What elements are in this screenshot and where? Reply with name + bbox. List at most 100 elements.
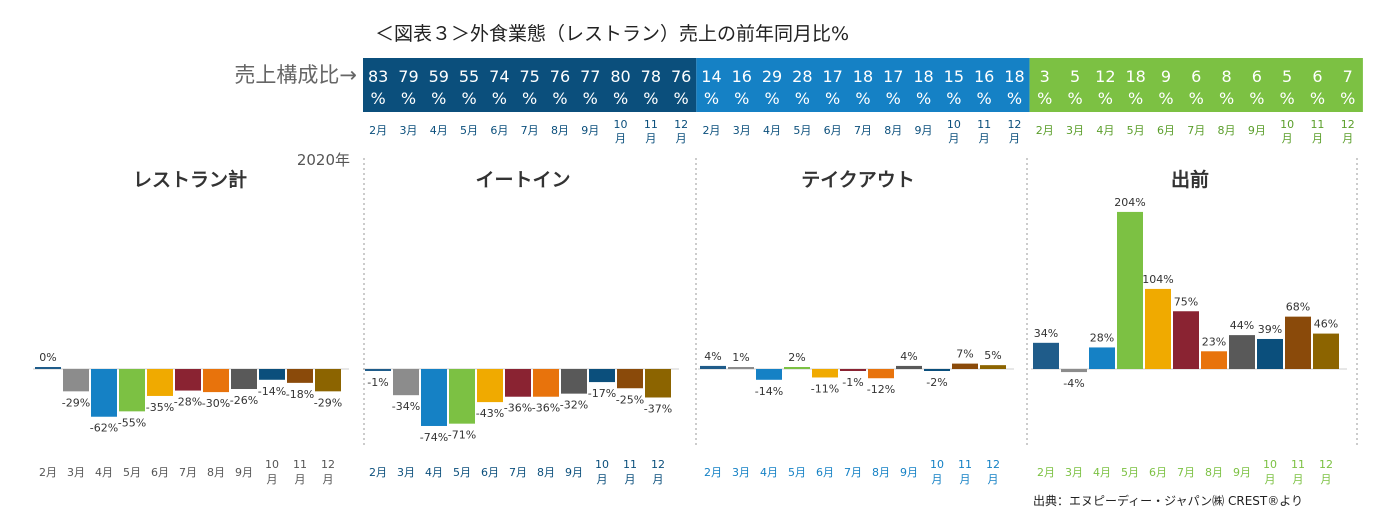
data-label: 75% [1174, 295, 1198, 308]
bar [868, 369, 894, 379]
data-label: -35% [146, 401, 174, 414]
composition-value: 75 [519, 67, 539, 86]
data-label: -30% [202, 397, 230, 410]
x-tick-label: 月 [653, 473, 664, 486]
x-tick-label: 月 [267, 473, 278, 486]
composition-month-label: 5月 [793, 124, 811, 137]
data-label: -55% [118, 416, 146, 429]
composition-value: 16 [974, 67, 994, 86]
data-label: -1% [367, 376, 388, 389]
x-tick-label: 11 [623, 458, 637, 471]
data-label: -71% [448, 429, 476, 442]
x-tick-label: 2月 [369, 466, 387, 479]
x-tick-label: 12 [651, 458, 665, 471]
bar [505, 369, 531, 397]
bar [477, 369, 503, 403]
x-tick-label: 9月 [565, 466, 583, 479]
composition-band-3 [1029, 58, 1363, 112]
composition-month-label: 3月 [399, 124, 417, 137]
x-tick-label: 6月 [151, 466, 169, 479]
panel-title: レストラン計 [133, 168, 247, 191]
composition-value: 5 [1282, 67, 1292, 86]
bar [393, 369, 419, 396]
data-label: 104% [1142, 273, 1173, 286]
data-label: -2% [926, 376, 947, 389]
composition-value: 18 [913, 67, 933, 86]
bar [980, 365, 1006, 369]
data-label: 4% [900, 350, 917, 363]
composition-value: 28 [792, 67, 812, 86]
composition-percent-sign: % [1037, 89, 1052, 108]
composition-value: 7 [1343, 67, 1353, 86]
composition-value: 16 [732, 67, 752, 86]
data-label: 2% [788, 351, 805, 364]
x-tick-label: 2月 [704, 466, 722, 479]
composition-percent-sign: % [371, 89, 386, 108]
panel-title: イートイン [475, 169, 570, 191]
composition-percent-sign: % [1249, 89, 1264, 108]
composition-month-label: 月 [979, 132, 990, 145]
composition-value: 6 [1312, 67, 1322, 86]
data-label: -32% [560, 399, 588, 412]
composition-value: 18 [1004, 67, 1024, 86]
bar [1201, 351, 1227, 369]
composition-percent-sign: % [855, 89, 870, 108]
x-tick-label: 4月 [95, 466, 113, 479]
composition-month-label: 7月 [521, 124, 539, 137]
composition-percent-sign: % [1340, 89, 1355, 108]
data-label: 1% [732, 351, 749, 364]
composition-percent-sign: % [1098, 89, 1113, 108]
x-tick-label: 9月 [900, 466, 918, 479]
bar [1145, 288, 1171, 369]
x-tick-label: 月 [597, 473, 608, 486]
bar [63, 369, 89, 392]
x-tick-label: 3月 [1065, 466, 1083, 479]
composition-month-label: 月 [1009, 132, 1020, 145]
composition-month-label: 月 [1312, 132, 1323, 145]
bar [784, 367, 810, 369]
x-tick-label: 10 [930, 458, 944, 471]
data-label: -37% [644, 402, 672, 415]
composition-percent-sign: % [977, 89, 992, 108]
x-tick-label: 12 [986, 458, 1000, 471]
bar [561, 369, 587, 394]
x-tick-label: 3月 [67, 466, 85, 479]
x-tick-label: 4月 [425, 466, 443, 479]
x-tick-label: 月 [960, 473, 971, 486]
composition-value: 17 [883, 67, 903, 86]
data-label: -14% [258, 385, 286, 398]
composition-month-label: 11 [977, 118, 991, 131]
x-tick-label: 4月 [760, 466, 778, 479]
composition-month-label: 3月 [733, 124, 751, 137]
bar [147, 369, 173, 396]
composition-month-label: 月 [948, 132, 959, 145]
composition-month-label: 6月 [824, 124, 842, 137]
composition-month-label: 10 [614, 118, 628, 131]
x-tick-label: 5月 [788, 466, 806, 479]
composition-percent-sign: % [764, 89, 779, 108]
data-label: -17% [588, 387, 616, 400]
composition-month-label: 9月 [915, 124, 933, 137]
x-tick-label: 5月 [123, 466, 141, 479]
x-tick-label: 8月 [872, 466, 890, 479]
bar [1257, 338, 1283, 369]
data-label: 204% [1114, 196, 1145, 209]
bar [315, 369, 341, 392]
composition-month-label: 12 [674, 118, 688, 131]
x-tick-label: 10 [595, 458, 609, 471]
composition-value: 77 [580, 67, 600, 86]
bar [533, 369, 559, 397]
x-tick-label: 11 [958, 458, 972, 471]
data-label: -26% [230, 394, 258, 407]
x-tick-label: 8月 [207, 466, 225, 479]
composition-value: 59 [429, 67, 449, 86]
x-tick-label: 10 [1263, 458, 1277, 471]
composition-month-label: 8月 [1218, 124, 1236, 137]
bar [840, 369, 866, 371]
x-tick-label: 2月 [1037, 466, 1055, 479]
bar [175, 369, 201, 391]
composition-value: 18 [853, 67, 873, 86]
composition-value: 3 [1040, 67, 1050, 86]
data-label: 28% [1090, 331, 1114, 344]
composition-value: 29 [762, 67, 782, 86]
